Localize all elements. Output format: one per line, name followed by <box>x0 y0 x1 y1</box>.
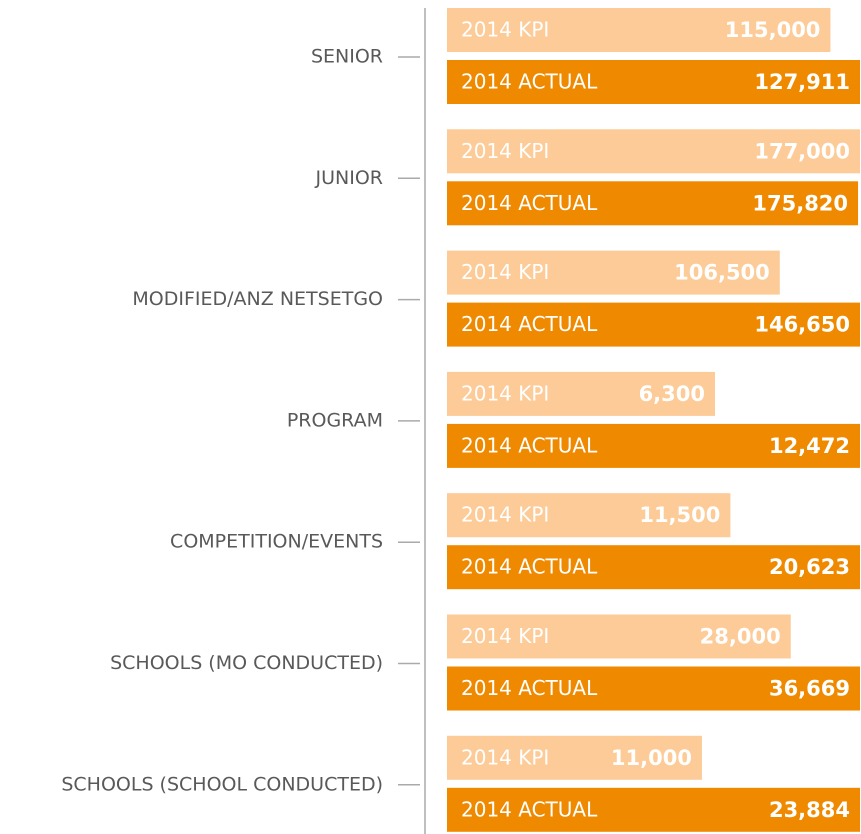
series-label: 2014 KPI <box>461 745 549 769</box>
series-label: 2014 KPI <box>461 139 549 163</box>
series-label: 2014 KPI <box>461 18 549 42</box>
category-label: SENIOR <box>311 46 383 68</box>
series-label: 2014 KPI <box>461 381 549 405</box>
bar <box>447 181 859 226</box>
bar <box>447 787 860 832</box>
value-label: 6,300 <box>639 382 705 406</box>
series-label: 2014 ACTUAL <box>461 797 598 821</box>
value-label: 115,000 <box>725 18 821 42</box>
value-label: 11,000 <box>611 746 692 770</box>
category-label: MODIFIED/ANZ NETSETGO <box>132 288 383 310</box>
bar <box>447 423 860 468</box>
series-label: 2014 ACTUAL <box>461 191 598 215</box>
category-label: JUNIOR <box>315 167 383 189</box>
value-label: 175,820 <box>752 191 848 215</box>
series-label: 2014 ACTUAL <box>461 676 598 700</box>
value-label: 177,000 <box>754 139 850 163</box>
bar <box>447 371 716 416</box>
category-label: SCHOOLS (MO CONDUCTED) <box>110 652 383 674</box>
series-label: 2014 ACTUAL <box>461 433 598 457</box>
value-label: 23,884 <box>769 798 850 822</box>
bar <box>447 614 791 659</box>
series-label: 2014 KPI <box>461 260 549 284</box>
bar <box>447 666 860 711</box>
value-label: 11,500 <box>639 503 720 527</box>
bar <box>447 735 702 780</box>
bar <box>447 129 860 174</box>
bar <box>447 545 860 590</box>
series-label: 2014 ACTUAL <box>461 555 598 579</box>
series-label: 2014 KPI <box>461 624 549 648</box>
bar <box>447 302 860 347</box>
value-label: 146,650 <box>754 313 850 337</box>
category-label: SCHOOLS (SCHOOL CONDUCTED) <box>61 773 383 795</box>
bar <box>447 60 860 104</box>
value-label: 28,000 <box>700 625 781 649</box>
value-label: 106,500 <box>674 261 770 285</box>
value-label: 36,669 <box>769 677 850 701</box>
value-label: 12,472 <box>769 434 850 458</box>
category-label: PROGRAM <box>287 409 383 431</box>
value-label: 20,623 <box>769 555 850 579</box>
bar <box>447 250 780 295</box>
value-label: 127,911 <box>754 70 850 94</box>
series-label: 2014 KPI <box>461 503 549 527</box>
bar <box>447 493 731 538</box>
series-label: 2014 ACTUAL <box>461 70 598 94</box>
bar <box>447 8 831 52</box>
series-label: 2014 ACTUAL <box>461 312 598 336</box>
category-label: COMPETITION/EVENTS <box>170 531 383 553</box>
